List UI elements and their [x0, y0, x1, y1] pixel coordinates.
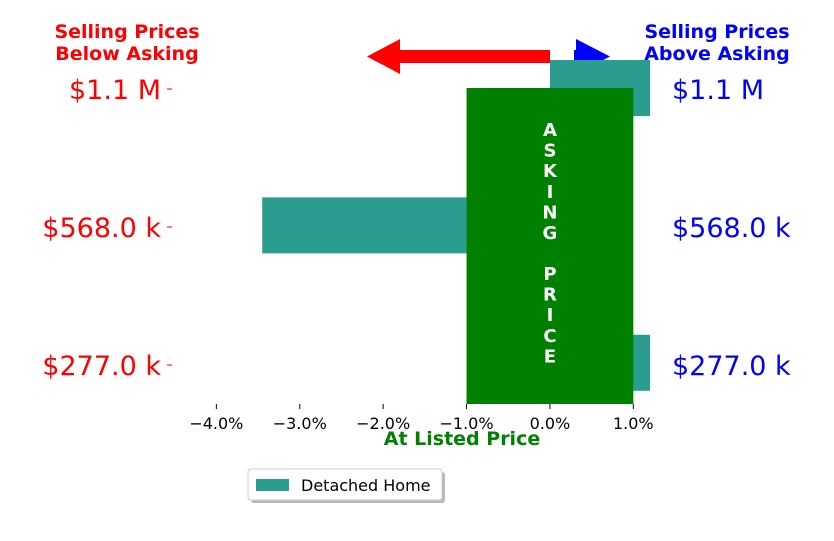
below-asking-header-line2: Below Asking: [55, 43, 198, 65]
price-label-left: $1.1 M: [69, 75, 161, 106]
x-tick-label: −1.0%: [440, 414, 494, 433]
band-letter: P: [543, 264, 556, 285]
asking-band-rect: [466, 88, 634, 404]
band-letter: R: [543, 285, 557, 306]
x-axis-label: At Listed Price: [384, 428, 540, 450]
band-letter: I: [547, 305, 554, 326]
x-tick-label: −2.0%: [356, 414, 410, 433]
legend: Detached Home: [247, 468, 445, 503]
x-tick-label: 1.0%: [613, 414, 654, 433]
legend-swatch: [256, 479, 289, 491]
x-tick-label: −4.0%: [189, 414, 243, 433]
red-left-arrow-icon: [367, 39, 550, 74]
band-letter: C: [543, 326, 556, 347]
above-asking-header-line1: Selling Prices: [644, 21, 789, 43]
below-asking-header-line1: Selling Prices: [54, 21, 199, 43]
above-asking-header-line2: Above Asking: [644, 43, 790, 65]
band-letter: K: [543, 161, 558, 182]
band-letter: G: [543, 223, 558, 244]
band-letter: I: [547, 182, 554, 203]
price-label-left: $277.0 k: [42, 351, 161, 382]
price-label-right: $568.0 k: [672, 213, 791, 244]
legend-label: Detached Home: [301, 476, 431, 495]
price-label-right: $277.0 k: [672, 351, 791, 382]
x-tick-label: −3.0%: [273, 414, 327, 433]
x-axis: −4.0% −3.0% −2.0% −1.0% 0.0% 1.0%: [189, 404, 654, 433]
x-tick-label: 0.0%: [530, 414, 571, 433]
band-letter: S: [543, 141, 556, 162]
band-letter: A: [543, 120, 557, 141]
price-label-right: $1.1 M: [672, 75, 764, 106]
price-labels: $1.1 M $568.0 k $277.0 k $1.1 M $568.0 k $277…: [42, 75, 791, 382]
band-letter: N: [542, 202, 557, 223]
band-letter: E: [544, 346, 556, 367]
price-label-left: $568.0 k: [42, 213, 161, 244]
